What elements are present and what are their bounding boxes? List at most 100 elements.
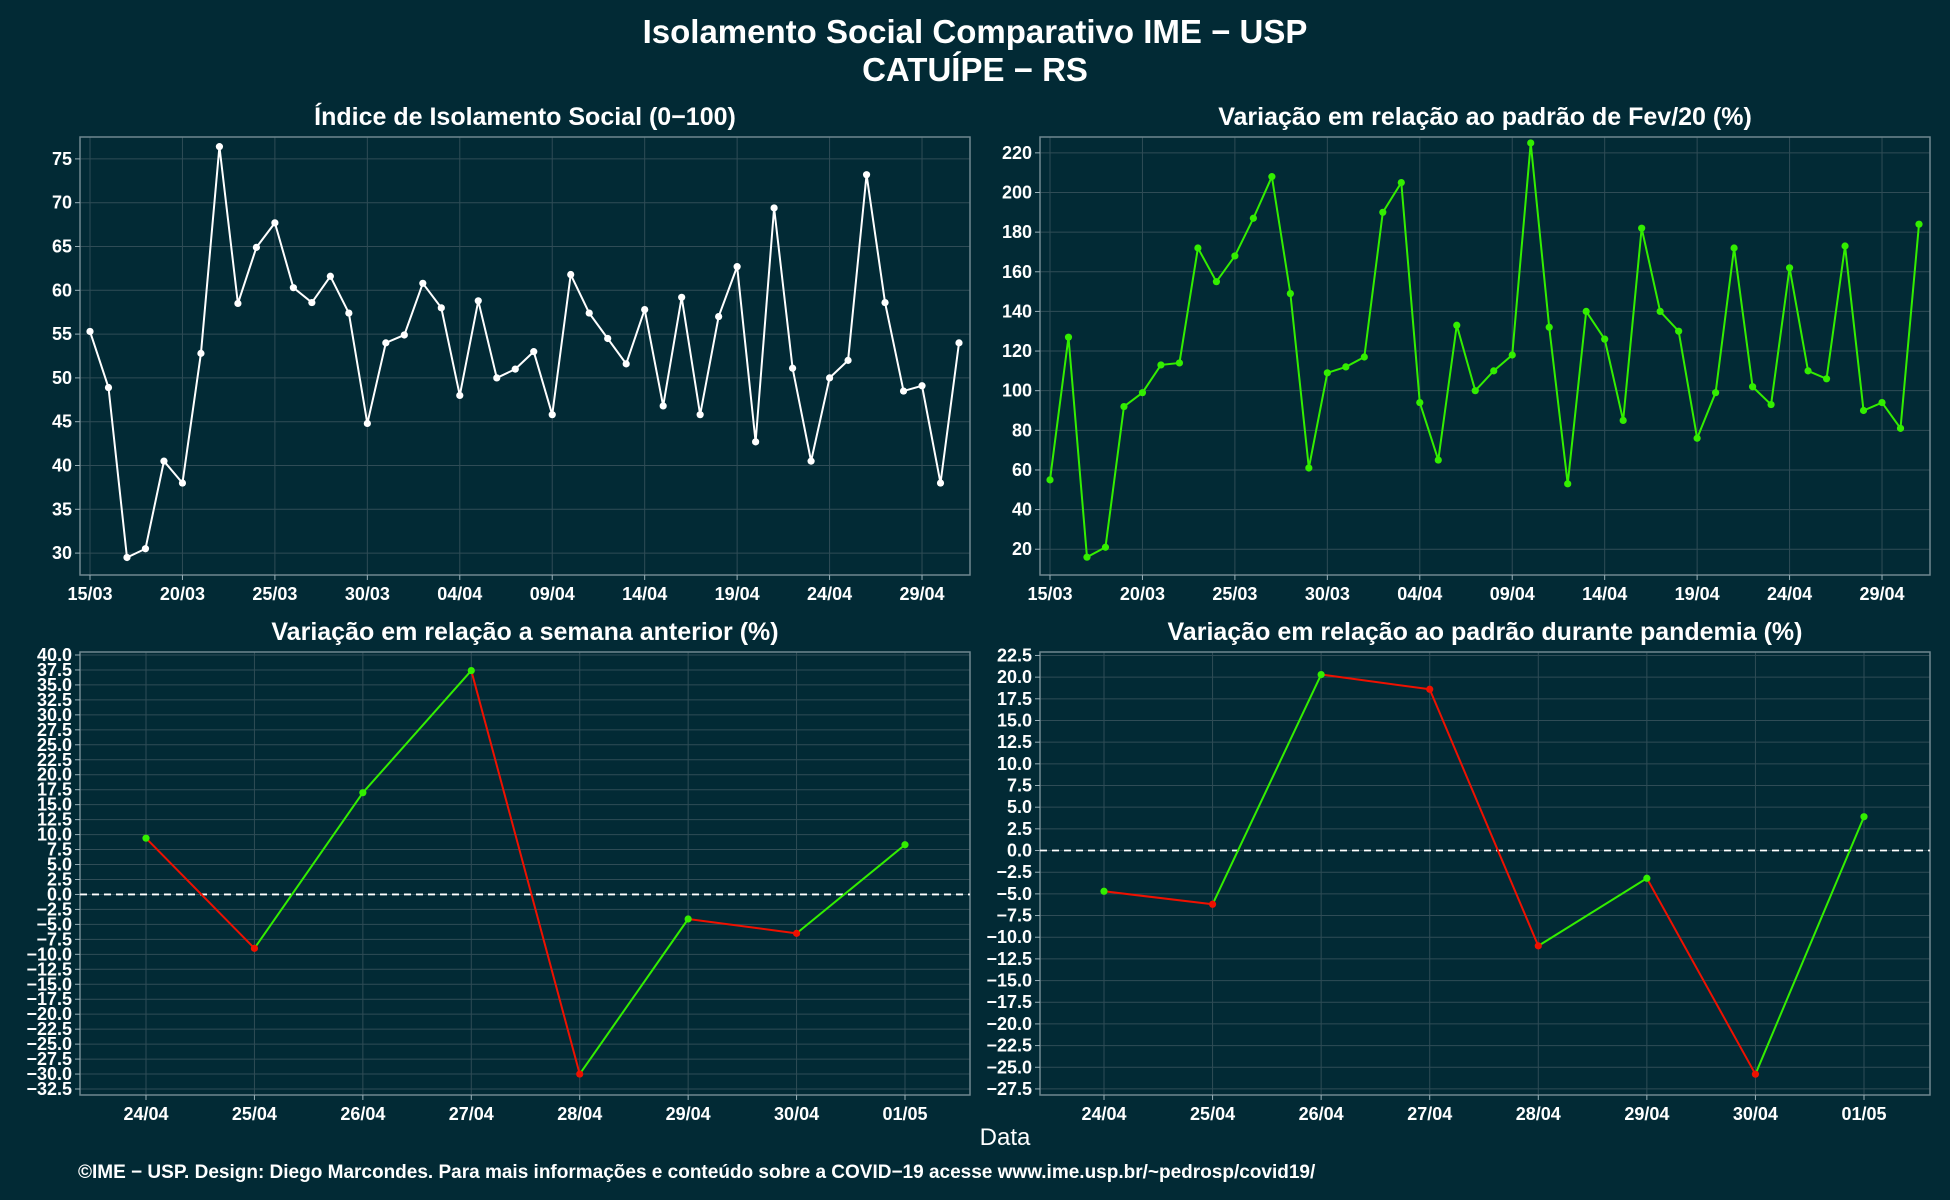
y-tick-label: 140	[1002, 301, 1032, 321]
y-tick-label: 20.0	[37, 765, 72, 785]
y-tick-label: −30.0	[26, 1064, 72, 1084]
data-point	[1915, 220, 1923, 228]
data-point	[326, 272, 334, 280]
data-point	[1675, 327, 1683, 335]
data-point	[1268, 173, 1276, 181]
data-point	[696, 411, 704, 419]
y-tick-label: 22.5	[997, 645, 1032, 665]
x-tick-label: 29/04	[1624, 1104, 1669, 1124]
y-tick-label: −17.5	[986, 992, 1032, 1012]
data-point	[197, 349, 205, 357]
data-point	[1064, 333, 1073, 341]
data-point	[807, 457, 815, 465]
panel-title: Variação em relação a semana anterior (%…	[271, 618, 778, 646]
data-point	[1822, 375, 1831, 383]
data-point	[659, 402, 667, 410]
data-point	[1693, 434, 1701, 442]
y-tick-label: −7.5	[996, 906, 1032, 926]
data-point	[345, 309, 353, 317]
panel-frame	[1039, 136, 1931, 576]
y-tick-label: 220	[1002, 143, 1032, 163]
panel-title: Variação em relação ao padrão de Fev/20 …	[1218, 103, 1752, 131]
series-segment	[1211, 674, 1323, 905]
y-tick-label: 5.0	[47, 855, 72, 875]
data-point	[715, 312, 723, 321]
data-point	[684, 915, 692, 923]
x-tick-label: 30/03	[1305, 584, 1350, 604]
x-tick-label: 19/04	[1675, 584, 1720, 604]
panel-frame	[79, 651, 971, 1096]
data-point	[215, 143, 224, 151]
data-point	[955, 339, 963, 347]
y-tick-label: 7.5	[47, 840, 72, 860]
data-point	[901, 841, 909, 849]
x-tick-label: 24/04	[807, 584, 852, 604]
data-point	[1046, 476, 1054, 484]
data-point	[1712, 389, 1720, 397]
data-point	[881, 298, 889, 307]
data-point	[825, 374, 834, 382]
y-tick-label: −10.0	[986, 927, 1032, 947]
y-tick-label: −20.0	[986, 1014, 1032, 1034]
data-point	[289, 284, 297, 292]
data-point	[844, 356, 852, 364]
y-tick-label: −25.0	[986, 1057, 1032, 1077]
data-point	[622, 360, 630, 368]
series-segment	[1103, 890, 1213, 906]
data-point	[467, 666, 475, 675]
y-tick-label: 10.0	[37, 825, 72, 845]
series-segment	[145, 837, 256, 950]
x-tick-label: 20/03	[160, 584, 205, 604]
data-point	[1751, 1070, 1760, 1078]
data-point	[733, 263, 741, 271]
x-tick-label: 09/04	[1490, 584, 1535, 604]
data-point	[1434, 456, 1442, 464]
y-tick-label: 12.5	[997, 732, 1032, 752]
data-point	[1138, 389, 1147, 397]
data-point	[252, 243, 261, 251]
y-tick-label: 35.0	[37, 675, 72, 695]
series-segment	[1537, 877, 1648, 947]
x-tick-label: 15/03	[67, 584, 112, 604]
data-point	[1317, 670, 1325, 679]
y-tick-label: 20	[1012, 539, 1032, 559]
y-tick-label: 60	[52, 280, 72, 300]
y-tick-label: −12.5	[986, 949, 1032, 969]
x-tick-label: 24/04	[1767, 584, 1812, 604]
main-subtitle: CATUÍPE − RS	[862, 51, 1088, 88]
x-tick-label: 29/04	[666, 1104, 711, 1124]
data-point	[1896, 424, 1905, 432]
data-point	[493, 374, 501, 382]
data-point	[770, 204, 778, 212]
data-point	[1101, 543, 1110, 551]
data-point	[437, 304, 445, 312]
data-point	[1471, 387, 1479, 395]
y-tick-label: −22.5	[986, 1036, 1032, 1056]
data-point	[1859, 406, 1868, 415]
series-segment	[253, 792, 364, 949]
data-point	[788, 364, 797, 372]
data-point	[1194, 244, 1202, 252]
x-tick-label: 24/04	[123, 1104, 168, 1124]
y-tick-label: 30	[52, 543, 72, 563]
y-tick-label: 50	[52, 368, 72, 388]
y-tick-label: 200	[1002, 182, 1032, 202]
y-tick-label: 20.0	[997, 667, 1032, 687]
panel-variation-previous-week: Variação em relação a semana anterior (%…	[26, 618, 971, 1124]
y-tick-label: 45	[52, 412, 72, 432]
y-tick-label: 100	[1002, 381, 1032, 401]
data-point	[1175, 359, 1184, 367]
data-point	[1426, 685, 1434, 693]
x-tick-label: 28/04	[1516, 1104, 1561, 1124]
series-segment	[470, 670, 581, 1075]
x-tick-label: 28/04	[557, 1104, 602, 1124]
data-point	[1212, 278, 1221, 286]
data-point	[142, 834, 150, 842]
data-point	[918, 382, 926, 390]
data-point	[456, 391, 464, 400]
data-point	[1397, 178, 1405, 187]
data-point	[1564, 480, 1572, 488]
series-segment	[362, 669, 473, 794]
x-tick-label: 14/04	[622, 584, 667, 604]
x-tick-label: 01/05	[882, 1104, 927, 1124]
